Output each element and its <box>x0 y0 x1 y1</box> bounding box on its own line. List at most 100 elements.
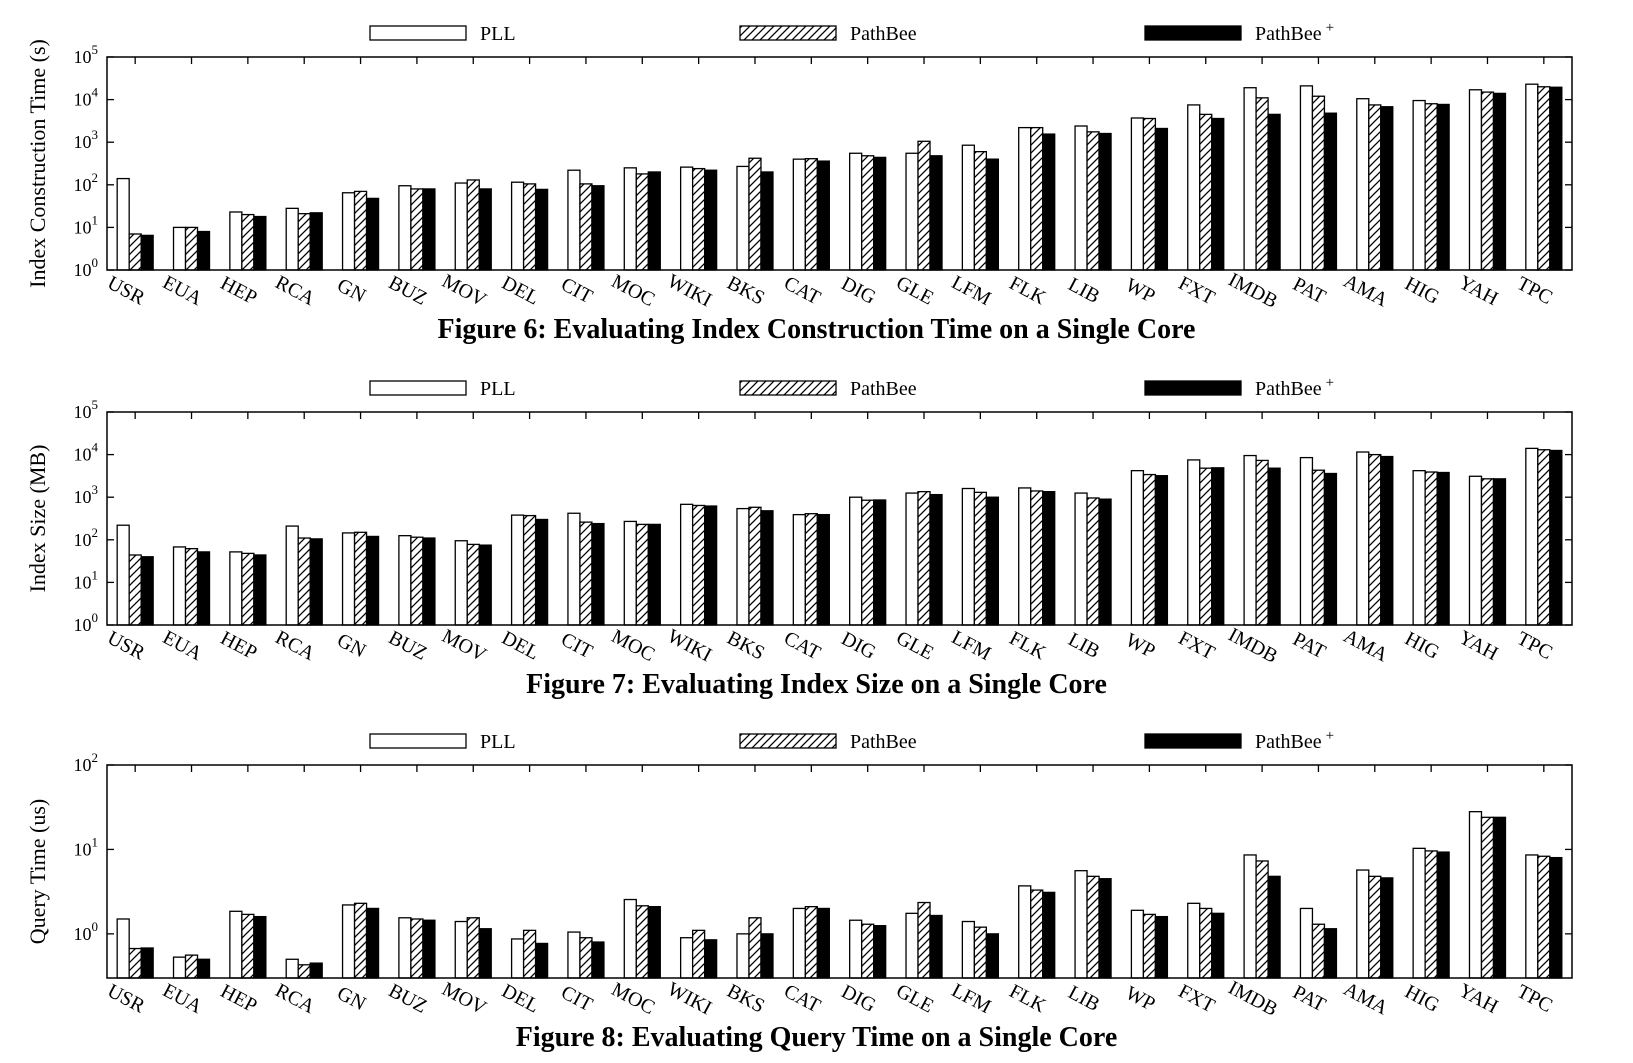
bar-pll-buz <box>398 185 412 271</box>
legend-entry-pathbee-plus: PathBee + <box>1144 375 1334 400</box>
bar-pathbee-dig <box>861 499 875 626</box>
bar-pll-wp <box>1130 117 1145 271</box>
bar-pathbee-plus-del <box>534 188 549 271</box>
bar-pll-imdb <box>1243 87 1257 271</box>
bar-pathbee-moc <box>635 905 649 979</box>
bar-pathbee-plus-lib <box>1098 498 1112 626</box>
bar-pathbee-rca <box>297 213 311 271</box>
bar-pll-wiki <box>679 937 694 979</box>
bar-pll-lfm <box>961 920 976 979</box>
bar-pathbee-mov <box>466 179 480 271</box>
bar-pll-dig <box>849 152 863 271</box>
bar-pathbee-ama <box>1368 453 1382 626</box>
legend-label: PathBee <box>850 23 917 45</box>
legend-swatch <box>1144 380 1242 396</box>
bar-pll-del <box>510 181 525 271</box>
x-tick-label: DIG <box>838 981 880 1017</box>
bar-pathbee-usr <box>128 233 142 271</box>
x-tick-label: HEP <box>217 980 261 1017</box>
y-tick-label: 102 <box>74 525 99 550</box>
bar-pll-fxt <box>1187 104 1201 271</box>
bar-pathbee-tpc <box>1537 449 1551 626</box>
bar-pll-flk <box>1018 487 1032 626</box>
legend-label: PathBee <box>850 731 917 753</box>
x-tick-label: BUZ <box>385 627 431 665</box>
bar-pathbee-yah <box>1480 816 1495 979</box>
y-tick: 103 <box>74 127 1572 152</box>
bar-pll-ama <box>1356 98 1370 271</box>
bar-pathbee-plus-gn <box>365 907 380 979</box>
x-tick-label: GN <box>333 274 369 307</box>
bar-pathbee-imdb <box>1255 860 1269 979</box>
x-tick-label: AMA <box>1340 625 1392 667</box>
x-tick-label: WIKI <box>664 625 716 666</box>
y-tick: 101 <box>74 834 1572 859</box>
y-tick: 102 <box>74 170 1572 195</box>
x-tick-label: LFM <box>948 271 995 310</box>
bar-pll-usr <box>116 918 130 979</box>
bar-pll-usr <box>116 524 130 626</box>
bar-pathbee-eua <box>184 226 199 271</box>
bar-pathbee-del <box>522 929 537 979</box>
legend-label: PLL <box>480 23 516 45</box>
bar-pll-usr <box>116 177 130 271</box>
x-tick-label: AMA <box>1340 270 1392 312</box>
bar-pll-tpc <box>1525 447 1539 626</box>
bar-pathbee-mov <box>466 917 480 979</box>
bar-pathbee-plus-usr <box>140 556 154 626</box>
bar-pathbee-plus-moc <box>647 906 661 979</box>
y-tick: 101 <box>74 567 1572 592</box>
bar-pll-dig <box>849 919 863 979</box>
bar-pll-tpc <box>1525 83 1539 271</box>
x-tick-label: GN <box>333 982 369 1015</box>
x-tick-label: BKS <box>723 627 768 665</box>
x-tick-label: USR <box>104 980 149 1018</box>
bar-pathbee-plus-wp <box>1154 127 1169 271</box>
figure-6: 100 101 102 103 104 105 USR EUA HEP RCA GN BUZ MOV DE… <box>0 0 1633 355</box>
x-tick-label: LIB <box>1064 628 1103 663</box>
bar-pathbee-plus-lfm <box>985 933 1000 979</box>
bar-pll-imdb <box>1243 854 1257 979</box>
x-tick-label: IMDB <box>1225 624 1281 667</box>
legend-swatch <box>739 25 837 41</box>
bar-pll-yah <box>1468 811 1483 979</box>
legend-swatch <box>369 380 467 396</box>
bar-pathbee-plus-eua <box>196 551 211 626</box>
bar-pathbee-plus-cit <box>591 522 605 626</box>
x-tick-label: IMDB <box>1225 977 1281 1020</box>
bar-pathbee-wp <box>1142 473 1157 626</box>
bar-pll-flk <box>1018 126 1032 271</box>
index-size-chart: 100 101 102 103 104 105 USR EUA HEP RCA GN BUZ MOV DE… <box>25 375 1573 667</box>
legend-label: PathBee + <box>1255 728 1334 753</box>
figure-7: 100 101 102 103 104 105 USR EUA HEP RCA GN BUZ MOV DE… <box>0 355 1633 710</box>
bar-pll-fxt <box>1187 459 1201 626</box>
bar-pathbee-plus-bks <box>760 933 774 979</box>
bar-pathbee-wp <box>1142 913 1157 979</box>
y-tick: 104 <box>74 440 1572 465</box>
bar-pathbee-plus-dig <box>873 925 887 979</box>
bar-pll-mov <box>454 920 468 979</box>
bar-pll-gn <box>341 532 356 626</box>
legend-label: PLL <box>480 378 516 400</box>
x-tick-label: DEL <box>498 980 543 1018</box>
bar-pathbee-tpc <box>1537 855 1551 979</box>
x-tick-label: YAH <box>1455 271 1502 310</box>
legend-label: PLL <box>480 731 516 753</box>
bar-pll-hig <box>1412 847 1426 979</box>
bar-pathbee-plus-fxt <box>1211 117 1225 271</box>
bar-pathbee-hep <box>241 213 255 271</box>
bar-pathbee-moc <box>635 173 649 271</box>
x-tick-label: WP <box>1122 629 1159 663</box>
x-tick-label: HEP <box>217 272 261 309</box>
bar-pathbee-ama <box>1368 104 1382 271</box>
bar-pathbee-dig <box>861 155 875 271</box>
x-tick-label: FLK <box>1006 272 1050 309</box>
bar-pathbee-usr <box>128 554 142 626</box>
bar-pathbee-plus-flk <box>1042 891 1056 979</box>
legend-entry-pathbee: PathBee <box>739 378 917 400</box>
bar-pathbee-plus-rca <box>309 538 323 626</box>
bar-pathbee-del <box>522 183 537 271</box>
x-tick-label: MOV <box>438 270 490 312</box>
bar-pathbee-wp <box>1142 117 1157 271</box>
bar-pathbee-plus-fxt <box>1211 912 1225 979</box>
